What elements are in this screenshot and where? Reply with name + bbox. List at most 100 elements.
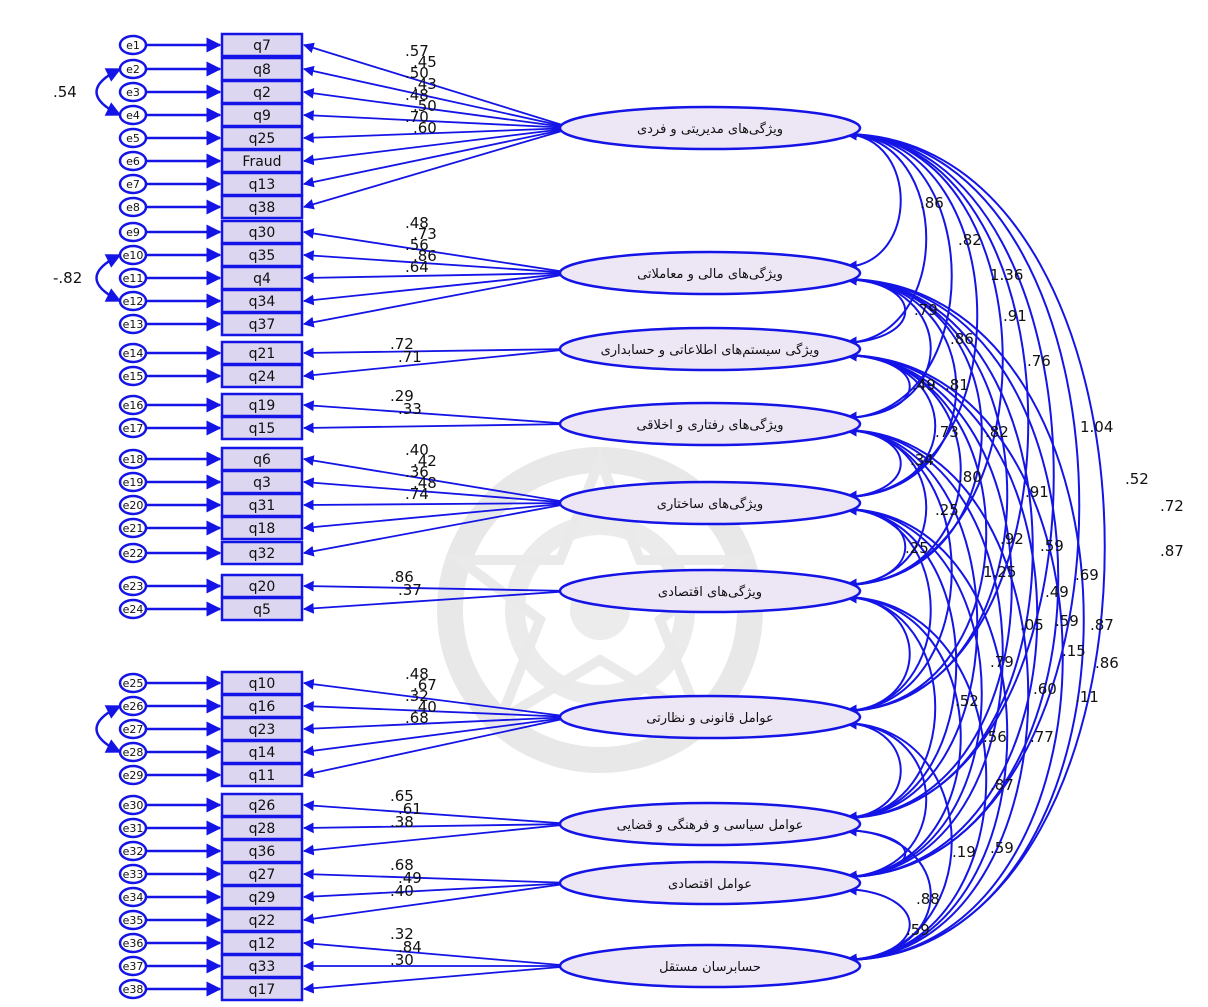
error-term[interactable]: e26 [118,695,148,717]
indicator-box[interactable]: q11 [220,762,304,788]
indicator-box[interactable]: q29 [220,884,304,910]
error-label: e16 [123,399,144,412]
error-term[interactable]: e11 [118,267,148,289]
indicator-box[interactable]: q5 [220,596,304,622]
error-label: e20 [123,499,144,512]
indicator-box[interactable]: q18 [220,515,304,541]
error-term[interactable]: e37 [118,955,148,977]
indicator-box[interactable]: q13 [220,171,304,197]
error-term[interactable]: e16 [118,394,148,416]
indicator-box[interactable]: Fraud [220,148,304,174]
indicator-box[interactable]: q26 [220,792,304,818]
indicator-box[interactable]: q31 [220,492,304,518]
indicator-box[interactable]: q14 [220,739,304,765]
error-term[interactable]: e4 [118,104,148,126]
indicator-box[interactable]: q32 [220,540,304,566]
indicator-box[interactable]: q30 [220,219,304,245]
loading-value: .29 [390,387,414,405]
latent-factor[interactable]: عوامل سیاسی و فرهنگی و قضایی [558,801,862,847]
latent-factor[interactable]: ویژگی‌های ساختاری [558,480,862,526]
error-term[interactable]: e27 [118,718,148,740]
error-term[interactable]: e7 [118,173,148,195]
loading-path [302,110,573,129]
indicator-box[interactable]: q38 [220,194,304,220]
latent-factor[interactable]: ویژگی سیستم‌های اطلاعاتی و حسابداری [558,326,862,372]
indicator-box[interactable]: q4 [220,265,304,291]
error-term[interactable]: e28 [118,741,148,763]
indicator-box[interactable]: q22 [220,907,304,933]
error-term[interactable]: e30 [118,794,148,816]
error-term[interactable]: e31 [118,817,148,839]
error-term[interactable]: e1 [118,34,148,56]
latent-factor[interactable]: ویژگی‌های رفتاری و اخلاقی [558,401,862,447]
error-term[interactable]: e8 [118,196,148,218]
indicator-box[interactable]: q2 [220,79,304,105]
indicator-box[interactable]: q33 [220,953,304,979]
indicator-box[interactable]: q34 [220,288,304,314]
error-term[interactable]: e24 [118,598,148,620]
latent-factor[interactable]: ویژگی‌های اقتصادی [558,568,862,614]
indicator-box[interactable]: q8 [220,56,304,82]
indicator-box[interactable]: q37 [220,311,304,337]
error-term[interactable]: e23 [118,575,148,597]
indicator-label: q35 [249,248,276,264]
indicator-box[interactable]: q3 [220,469,304,495]
error-term[interactable]: e35 [118,909,148,931]
loading-path [302,272,573,306]
indicator-label: q23 [249,722,276,738]
error-term[interactable]: e34 [118,886,148,908]
indicator-box[interactable]: q25 [220,125,304,151]
error-term[interactable]: e29 [118,764,148,786]
loading-value: .30 [390,951,414,969]
error-term[interactable]: e17 [118,417,148,439]
error-term[interactable]: e2 [118,58,148,80]
error-term[interactable]: e25 [118,672,148,694]
latent-factor[interactable]: عوامل اقتصادی [558,860,862,906]
factor-correlation-value: .81 [945,376,969,394]
error-term[interactable]: e12 [118,290,148,312]
indicator-box[interactable]: q27 [220,861,304,887]
error-term[interactable]: e20 [118,494,148,516]
indicator-box[interactable]: q17 [220,976,304,1002]
indicator-box[interactable]: q20 [220,573,304,599]
error-term[interactable]: e32 [118,840,148,862]
error-term[interactable]: e18 [118,448,148,470]
error-term[interactable]: e14 [118,342,148,364]
indicator-box[interactable]: q19 [220,392,304,418]
error-term[interactable]: e21 [118,517,148,539]
indicator-box[interactable]: q35 [220,242,304,268]
error-term[interactable]: e13 [118,313,148,335]
indicator-box[interactable]: q9 [220,102,304,128]
indicator-box[interactable]: q12 [220,930,304,956]
indicator-box[interactable]: q15 [220,415,304,441]
latent-factor[interactable]: حسابرسان مستقل [558,943,862,989]
error-label: e3 [126,86,140,99]
indicator-box[interactable]: q7 [220,32,304,58]
factor-correlation-value: .86 [1095,654,1119,672]
error-term[interactable]: e19 [118,471,148,493]
error-term[interactable]: e6 [118,150,148,172]
error-term[interactable]: e36 [118,932,148,954]
indicator-box[interactable]: q23 [220,716,304,742]
latent-factor[interactable]: ویژگی‌های مالی و معاملاتی [558,250,862,296]
error-label: e27 [123,723,144,736]
factor-correlation-value: .52 [1125,470,1149,488]
error-label: e13 [123,318,144,331]
error-term[interactable]: e22 [118,542,148,564]
error-term[interactable]: e38 [118,978,148,1000]
indicator-box[interactable]: q6 [220,446,304,472]
latent-factor[interactable]: ویژگی‌های مدیریتی و فردی [558,105,862,151]
error-term[interactable]: e9 [118,221,148,243]
error-term[interactable]: e3 [118,81,148,103]
indicator-box[interactable]: q24 [220,363,304,389]
error-term[interactable]: e33 [118,863,148,885]
error-term[interactable]: e15 [118,365,148,387]
indicator-box[interactable]: q28 [220,815,304,841]
indicator-box[interactable]: q21 [220,340,304,366]
error-term[interactable]: e5 [118,127,148,149]
indicator-box[interactable]: q16 [220,693,304,719]
latent-factor[interactable]: عوامل قانونی و نظارتی [558,694,862,740]
error-term[interactable]: e10 [118,244,148,266]
indicator-box[interactable]: q36 [220,838,304,864]
indicator-box[interactable]: q10 [220,670,304,696]
